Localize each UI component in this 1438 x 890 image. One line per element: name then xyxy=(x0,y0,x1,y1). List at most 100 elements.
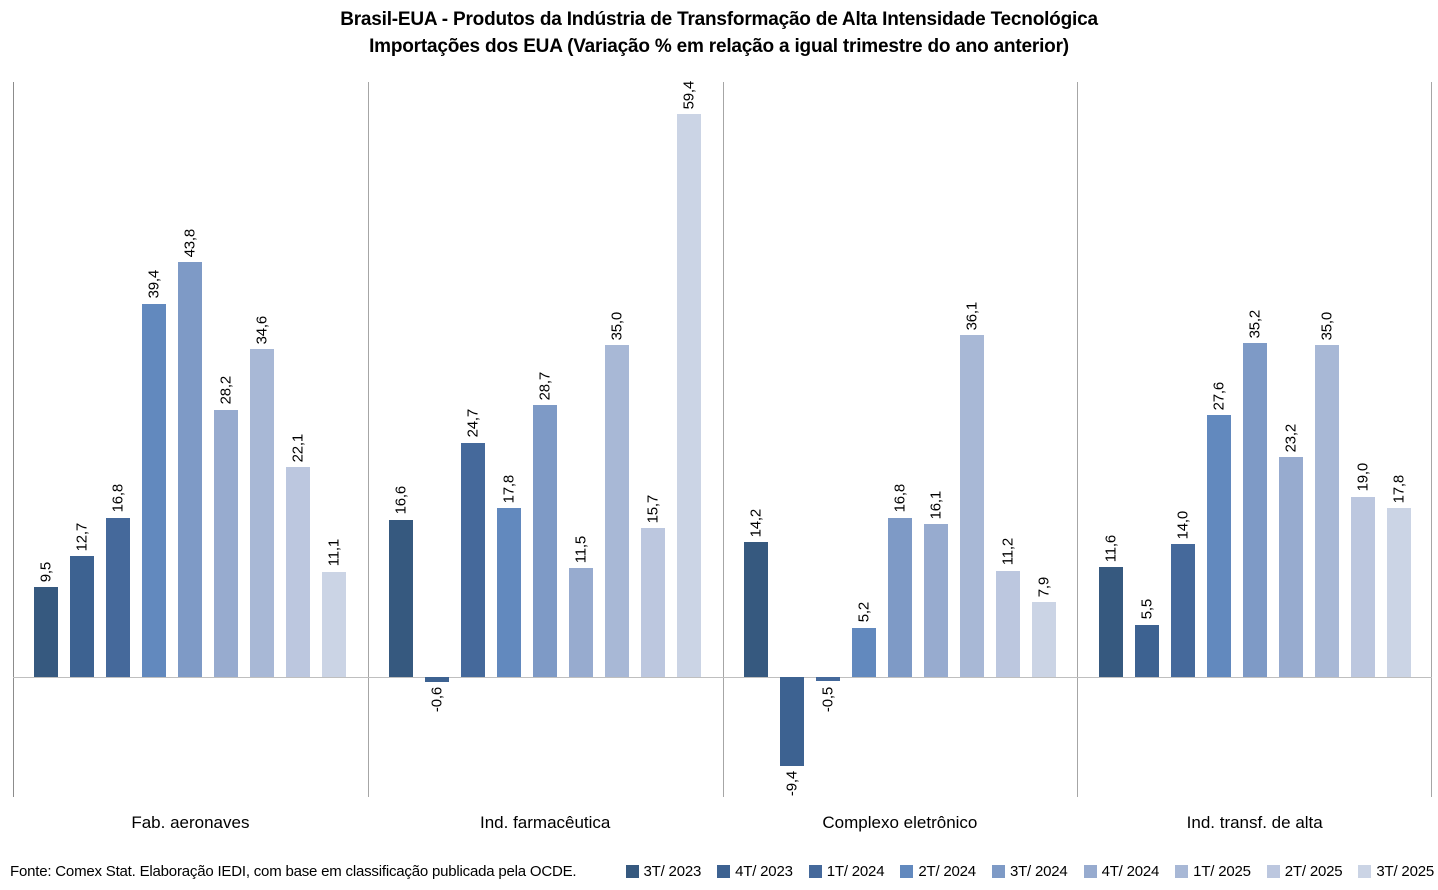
bar-slot: 16,8 xyxy=(106,82,131,797)
bar-value-label: 14,2 xyxy=(747,508,765,538)
bar-slot: 11,6 xyxy=(1098,82,1123,797)
bar-value-label: 39,4 xyxy=(145,270,163,299)
bar-slot: -9,4 xyxy=(779,82,804,797)
bar-value-label: 14,0 xyxy=(1174,510,1192,540)
chart-title-line2: Importações dos EUA (Variação % em relaç… xyxy=(369,36,1069,57)
bar-value-label: 27,6 xyxy=(1210,382,1228,411)
bar xyxy=(34,586,59,677)
bar xyxy=(1278,457,1303,677)
bar-value-label: 35,0 xyxy=(1318,311,1336,341)
legend-label: 1T/ 2024 xyxy=(826,862,885,880)
bar xyxy=(1350,496,1375,677)
bar xyxy=(1242,343,1267,677)
bar-slot: 7,9 xyxy=(1031,82,1056,797)
legend-swatch xyxy=(900,864,914,878)
bar-slot: 39,4 xyxy=(142,82,167,797)
legend-item: 4T/ 2024 xyxy=(1083,862,1160,880)
bar-value-label: 11,6 xyxy=(1102,534,1120,562)
legend-swatch xyxy=(1266,864,1280,878)
bar-value-label: 11,5 xyxy=(572,535,590,563)
bar-value-label: 5,5 xyxy=(1138,599,1156,620)
legend-swatch xyxy=(1175,864,1189,878)
bar xyxy=(178,261,203,677)
bar-value-label: 5,2 xyxy=(855,602,873,623)
legend-swatch xyxy=(717,864,731,878)
bar-slot: 15,7 xyxy=(641,82,666,797)
category-label: Complexo eletrônico xyxy=(822,813,978,832)
category-label: Fab. aeronaves xyxy=(131,813,250,832)
bar-slot: 23,2 xyxy=(1278,82,1303,797)
bar-value-label: 16,6 xyxy=(392,486,410,515)
bar xyxy=(322,571,347,677)
bar-value-label: 28,7 xyxy=(536,371,554,400)
bar xyxy=(106,517,131,677)
bar-value-label: 16,1 xyxy=(927,490,945,520)
category-separator-line xyxy=(723,82,724,797)
legend-swatch xyxy=(808,864,822,878)
bar xyxy=(959,334,984,677)
bar-slot: 11,2 xyxy=(995,82,1020,797)
bar-slot: 11,1 xyxy=(322,82,347,797)
bar xyxy=(389,519,414,677)
bar xyxy=(142,303,167,677)
legend-item: 1T/ 2024 xyxy=(808,862,885,880)
bar xyxy=(70,556,95,677)
legend-item: 4T/ 2023 xyxy=(717,863,793,880)
legend-item: 3T/ 2024 xyxy=(991,863,1068,880)
bar-slot: 17,8 xyxy=(1386,82,1411,797)
bar-value-label: 7,9 xyxy=(1035,576,1053,597)
bar xyxy=(1206,415,1231,677)
bar-slot: 28,2 xyxy=(214,82,239,797)
bar xyxy=(533,404,558,677)
bar-value-label: 43,8 xyxy=(181,228,199,257)
chart-title: Brasil-EUA - Produtos da Indústria de Tr… xyxy=(0,6,1438,60)
bar-value-label: 36,1 xyxy=(963,301,981,330)
bar xyxy=(214,409,239,677)
bar-slot: 5,2 xyxy=(851,82,876,797)
legend-label: 3T/ 2025 xyxy=(1376,862,1434,880)
bar-slot: -0,6 xyxy=(425,82,450,797)
bar-slot: 19,0 xyxy=(1350,82,1375,797)
bar xyxy=(779,676,804,766)
bar xyxy=(425,676,450,683)
bar-slot: 35,2 xyxy=(1242,82,1267,797)
bar-value-label: 23,2 xyxy=(1282,423,1300,452)
legend-item: 3T/ 2025 xyxy=(1358,863,1434,880)
legend-item: 3T/ 2023 xyxy=(625,862,702,880)
bar-value-label: 19,0 xyxy=(1354,463,1372,492)
legend-swatch xyxy=(625,864,639,878)
bar-value-label: 17,8 xyxy=(500,474,518,504)
bar-value-label: 16,8 xyxy=(891,484,909,513)
category-separator-line xyxy=(368,82,369,797)
legend-swatch xyxy=(991,864,1005,878)
bar xyxy=(887,517,912,677)
legend-label: 2T/ 2024 xyxy=(918,862,976,880)
bar xyxy=(605,345,630,677)
bar-value-label: 9,5 xyxy=(37,561,55,582)
legend-label: 3T/ 2023 xyxy=(643,862,702,880)
legend-label: 4T/ 2024 xyxy=(1101,862,1160,880)
bar-slot: 14,0 xyxy=(1170,82,1195,797)
chart-title-line1: Brasil-EUA - Produtos da Indústria de Tr… xyxy=(340,9,1098,30)
bar-slot: 27,6 xyxy=(1206,82,1231,797)
legend: 3T/ 2023 4T/ 2023 1T/ 2024 2T/ 2024 3T/ 2024… xyxy=(625,862,1434,880)
bar-value-label: 16,8 xyxy=(109,484,127,513)
category-separator-line xyxy=(1431,82,1432,797)
footer: Fonte: Comex Stat. Elaboração IEDI, com … xyxy=(10,858,1434,884)
bar-slot: 17,8 xyxy=(497,82,522,797)
bar-slot: 11,5 xyxy=(569,82,594,797)
bar-slot: -0,5 xyxy=(815,82,840,797)
bar-slot: 43,8 xyxy=(178,82,203,797)
bar xyxy=(815,676,840,682)
legend-swatch xyxy=(1083,864,1097,878)
bar-value-label: 24,7 xyxy=(464,409,482,438)
legend-label: 4T/ 2023 xyxy=(735,862,793,880)
bar-slot: 36,1 xyxy=(959,82,984,797)
bar-slot: 34,6 xyxy=(250,82,275,797)
bar xyxy=(923,524,948,677)
bar-slot: 24,7 xyxy=(461,82,486,797)
bar xyxy=(995,570,1020,677)
bar-slot: 9,5 xyxy=(34,82,59,797)
legend-item: 1T/ 2025 xyxy=(1175,863,1251,880)
zero-axis-line xyxy=(13,677,1432,678)
